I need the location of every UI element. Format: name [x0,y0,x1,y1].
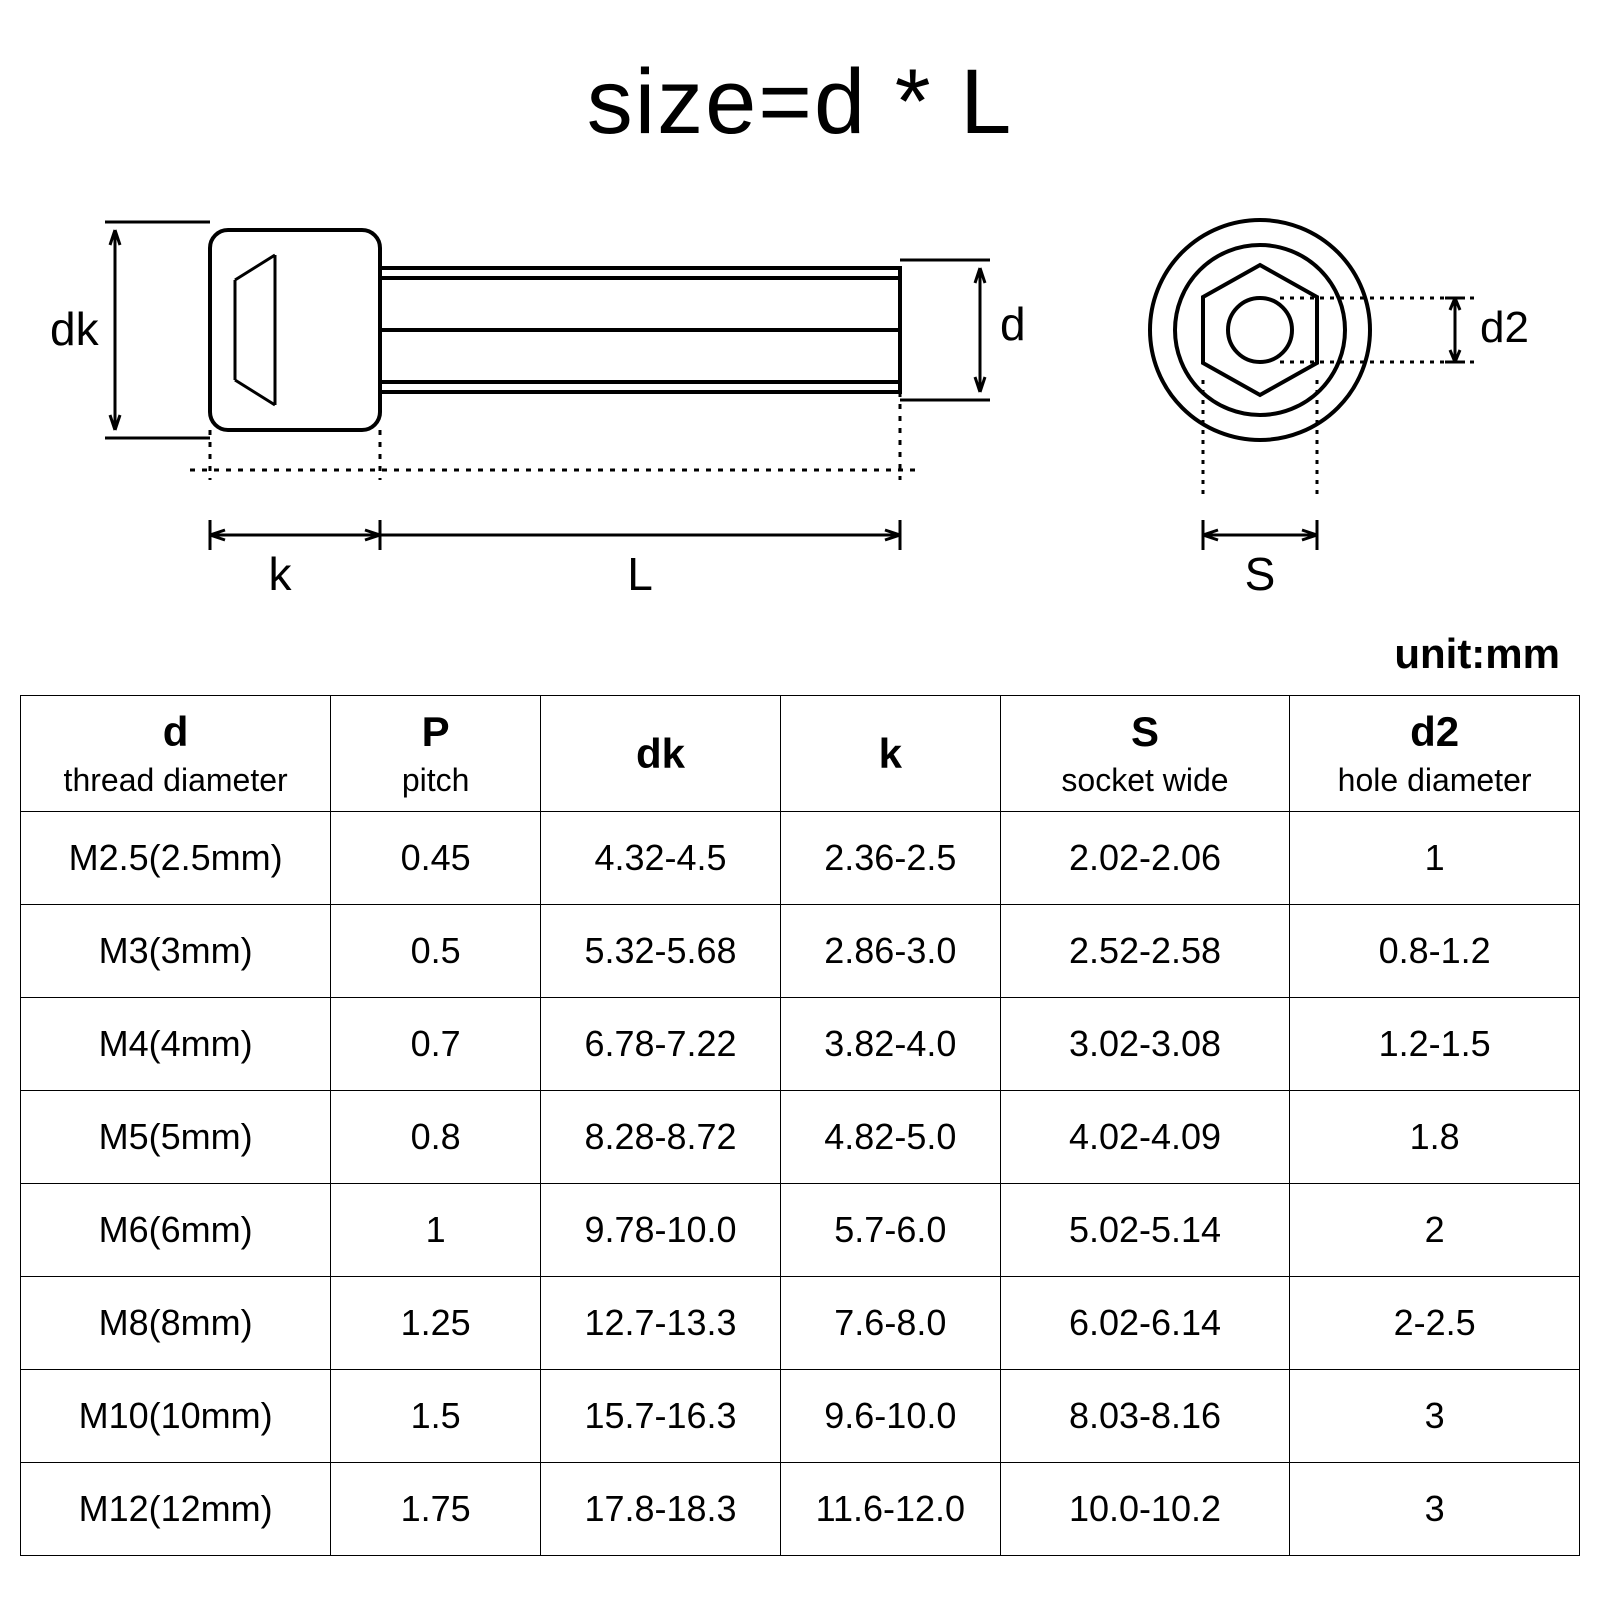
table-cell: 4.32-4.5 [541,812,781,905]
table-cell: 0.7 [331,998,541,1091]
table-cell: 5.7-6.0 [780,1184,1000,1277]
table-cell: 2.86-3.0 [780,905,1000,998]
table-cell: 4.82-5.0 [780,1091,1000,1184]
label-d: d [1000,298,1026,350]
table-cell: 0.5 [331,905,541,998]
table-cell: 0.8-1.2 [1290,905,1580,998]
table-row: M6(6mm)19.78-10.05.7-6.05.02-5.142 [21,1184,1580,1277]
col-header: k [780,696,1000,812]
table-cell: 1.75 [331,1463,541,1556]
col-header: dthread diameter [21,696,331,812]
table-cell: 3.02-3.08 [1000,998,1289,1091]
table-cell: 1.25 [331,1277,541,1370]
table-cell: 9.6-10.0 [780,1370,1000,1463]
label-d2: d2 [1480,303,1529,352]
table-cell: M12(12mm) [21,1463,331,1556]
table-cell: 6.78-7.22 [541,998,781,1091]
table-row: M8(8mm)1.2512.7-13.37.6-8.06.02-6.142-2.… [21,1277,1580,1370]
col-header: d2hole diameter [1290,696,1580,812]
table-cell: M3(3mm) [21,905,331,998]
title-text: size=d * L [0,50,1600,155]
table-cell: M4(4mm) [21,998,331,1091]
table-cell: 11.6-12.0 [780,1463,1000,1556]
table-cell: 1.5 [331,1370,541,1463]
table-cell: 15.7-16.3 [541,1370,781,1463]
table-cell: 2.52-2.58 [1000,905,1289,998]
table-cell: 3 [1290,1463,1580,1556]
table-cell: 3.82-4.0 [780,998,1000,1091]
table-cell: 8.03-8.16 [1000,1370,1289,1463]
table-cell: M6(6mm) [21,1184,331,1277]
table-cell: 2.36-2.5 [780,812,1000,905]
table-row: M5(5mm)0.88.28-8.724.82-5.04.02-4.091.8 [21,1091,1580,1184]
table-cell: 10.0-10.2 [1000,1463,1289,1556]
label-S: S [1245,548,1276,600]
table-cell: 2 [1290,1184,1580,1277]
table-cell: 8.28-8.72 [541,1091,781,1184]
table-cell: 5.32-5.68 [541,905,781,998]
col-header: Ssocket wide [1000,696,1289,812]
col-header: dk [541,696,781,812]
table-cell: 9.78-10.0 [541,1184,781,1277]
table-cell: 7.6-8.0 [780,1277,1000,1370]
table-cell: 1 [331,1184,541,1277]
table-cell: M2.5(2.5mm) [21,812,331,905]
table-cell: 0.8 [331,1091,541,1184]
table-cell: 6.02-6.14 [1000,1277,1289,1370]
table-row: M10(10mm)1.515.7-16.39.6-10.08.03-8.163 [21,1370,1580,1463]
table-cell: 12.7-13.3 [541,1277,781,1370]
label-dk: dk [50,303,100,355]
table-cell: 0.45 [331,812,541,905]
screw-front-view: d2 S [1080,200,1580,630]
table-cell: 3 [1290,1370,1580,1463]
table-cell: 1.8 [1290,1091,1580,1184]
table-cell: 2.02-2.06 [1000,812,1289,905]
table-row: M2.5(2.5mm)0.454.32-4.52.36-2.52.02-2.06… [21,812,1580,905]
screw-side-view: dk d k L [40,200,1040,630]
table-cell: M8(8mm) [21,1277,331,1370]
table-cell: M10(10mm) [21,1370,331,1463]
label-L: L [627,548,653,600]
table-cell: 1 [1290,812,1580,905]
table-cell: 4.02-4.09 [1000,1091,1289,1184]
table-row: M12(12mm)1.7517.8-18.311.6-12.010.0-10.2… [21,1463,1580,1556]
col-header: Ppitch [331,696,541,812]
label-k: k [269,548,293,600]
table-cell: 1.2-1.5 [1290,998,1580,1091]
table-row: M4(4mm)0.76.78-7.223.82-4.03.02-3.081.2-… [21,998,1580,1091]
table-cell: 5.02-5.14 [1000,1184,1289,1277]
table-cell: 17.8-18.3 [541,1463,781,1556]
table-cell: M5(5mm) [21,1091,331,1184]
dimension-table: dthread diameterPpitchdkkSsocket wided2h… [20,695,1580,1556]
unit-label: unit:mm [1394,630,1560,678]
table-cell: 2-2.5 [1290,1277,1580,1370]
table-row: M3(3mm)0.55.32-5.682.86-3.02.52-2.580.8-… [21,905,1580,998]
